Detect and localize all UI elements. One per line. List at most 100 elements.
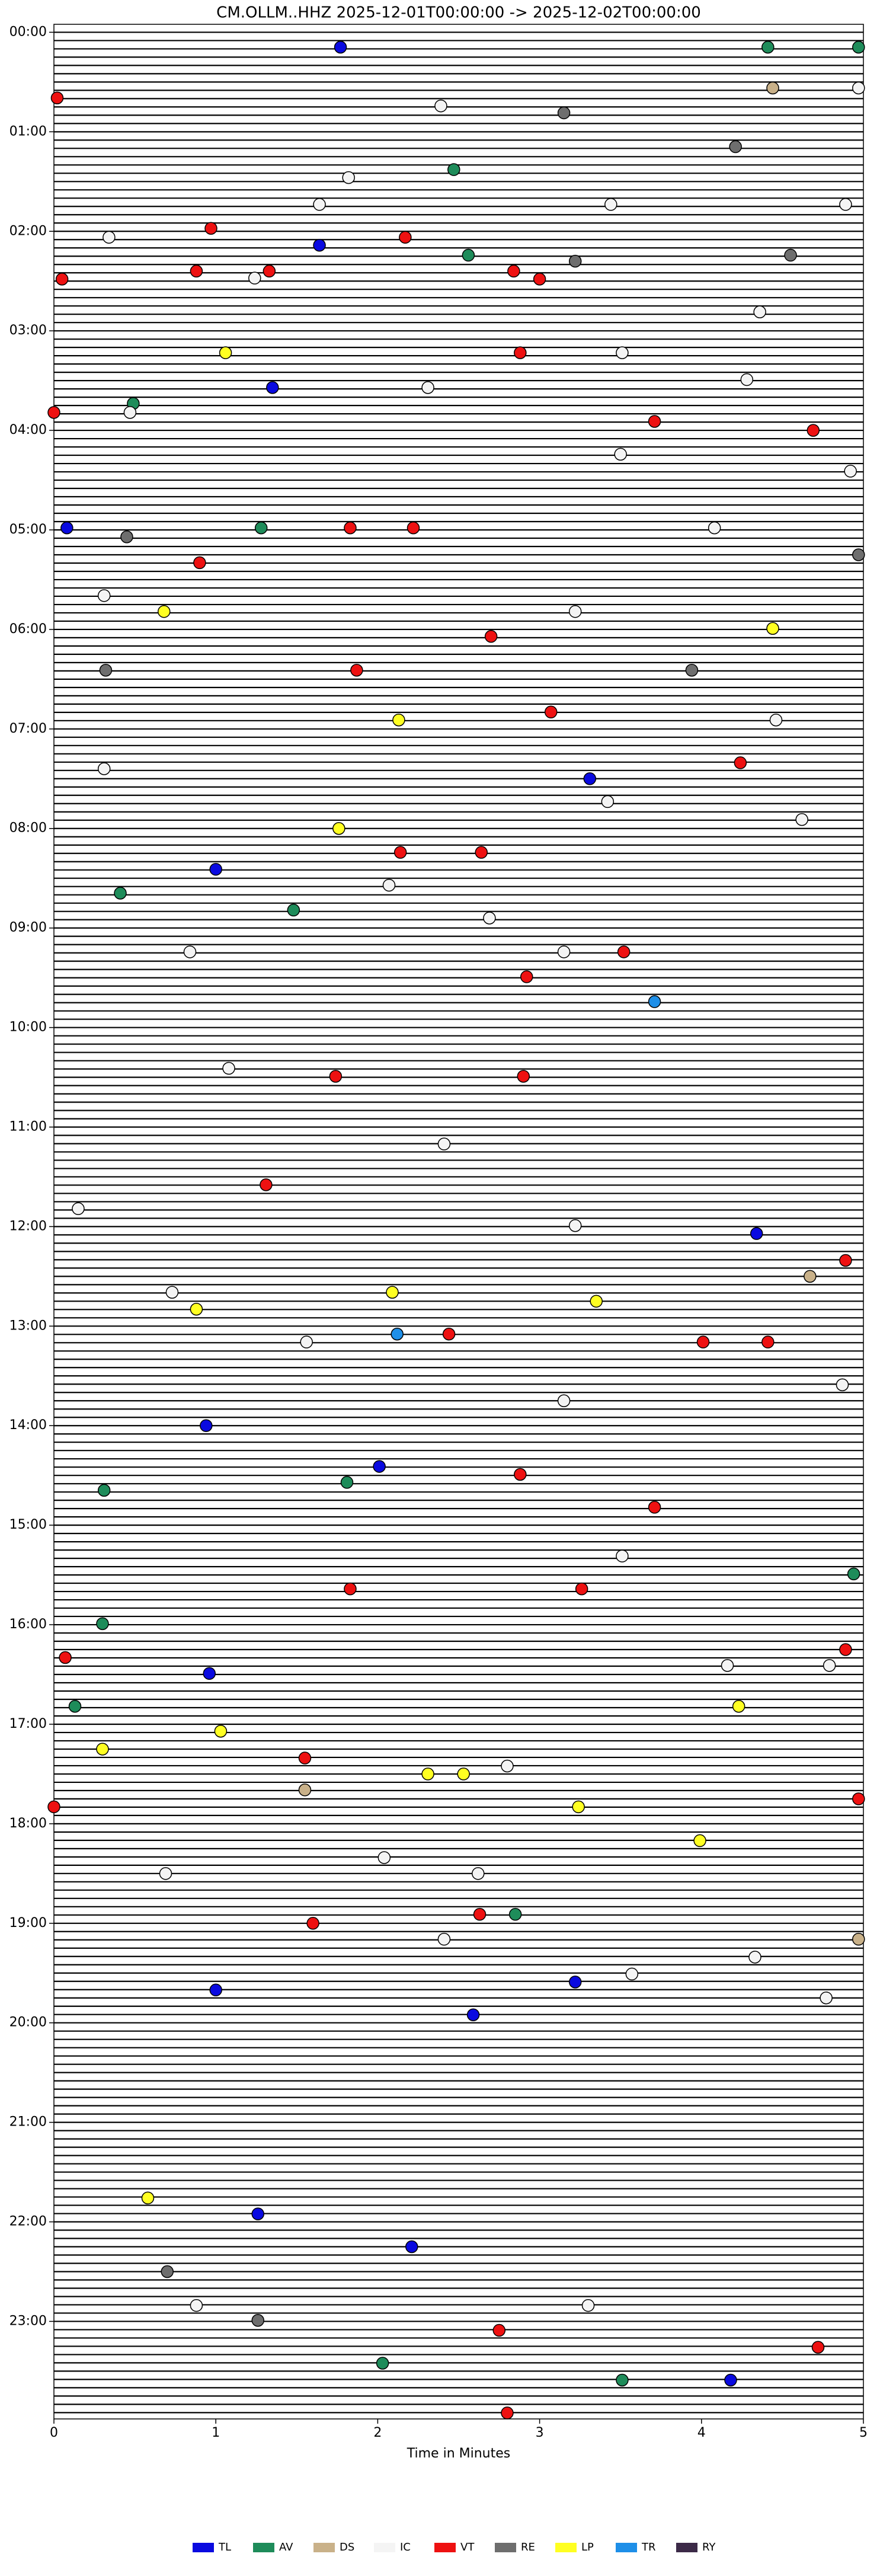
legend-swatch — [616, 2543, 637, 2552]
event-marker — [769, 713, 783, 727]
event-marker — [437, 1932, 451, 1946]
event-marker — [298, 1752, 312, 1765]
event-marker — [99, 664, 113, 677]
event-marker — [344, 1582, 357, 1596]
event-marker — [219, 346, 232, 359]
event-marker — [839, 1643, 852, 1656]
event-marker — [732, 1699, 745, 1713]
event-marker — [391, 1327, 404, 1341]
legend-label: TR — [641, 2541, 656, 2553]
legend-label: AV — [279, 2541, 293, 2553]
event-marker — [616, 1549, 629, 1562]
event-marker — [568, 1219, 582, 1232]
event-marker — [533, 273, 546, 286]
legend-label: RE — [521, 2541, 535, 2553]
event-marker — [473, 1907, 487, 1921]
y-tick-label: 14:00 — [9, 1418, 47, 1433]
event-marker — [251, 2207, 264, 2220]
event-marker — [729, 140, 742, 154]
legend-swatch — [676, 2543, 697, 2552]
event-marker — [721, 1659, 734, 1672]
event-marker — [753, 305, 766, 319]
event-marker — [200, 1419, 213, 1432]
event-marker — [306, 1917, 319, 1930]
event-marker — [724, 2373, 737, 2387]
event-marker — [313, 198, 326, 211]
event-marker — [260, 1178, 273, 1191]
x-axis-label: Time in Minutes — [407, 2446, 511, 2461]
y-tick-label: 09:00 — [9, 921, 47, 935]
event-marker — [447, 163, 460, 176]
event-marker — [222, 1062, 235, 1075]
event-marker — [344, 521, 357, 535]
event-marker — [852, 81, 865, 95]
event-marker — [47, 1800, 60, 1814]
event-marker — [72, 1202, 85, 1215]
event-marker — [616, 346, 629, 359]
y-tick-label: 01:00 — [9, 124, 47, 139]
event-marker — [617, 945, 631, 958]
event-marker — [462, 248, 475, 262]
event-marker — [708, 521, 721, 535]
event-marker — [248, 271, 261, 285]
legend: TL AV DS IC VT RE LP TR RY — [193, 2541, 716, 2553]
event-marker — [393, 846, 407, 859]
legend-swatch — [374, 2543, 395, 2552]
event-marker — [47, 406, 60, 419]
event-marker — [254, 521, 268, 535]
y-tick-label: 22:00 — [9, 2214, 47, 2229]
x-tick-label: 4 — [697, 2425, 706, 2440]
event-marker — [804, 1270, 817, 1283]
event-marker — [190, 1303, 203, 1316]
y-tick-label: 16:00 — [9, 1617, 47, 1632]
event-marker — [748, 1951, 761, 1964]
event-marker — [386, 1286, 399, 1299]
event-marker — [437, 1137, 451, 1150]
event-marker — [183, 945, 197, 958]
event-marker — [557, 1394, 571, 1407]
x-tick-label: 5 — [859, 2425, 868, 2440]
event-marker — [501, 1759, 514, 1773]
y-tick-label: 03:00 — [9, 323, 47, 338]
event-marker — [332, 822, 345, 835]
event-marker — [761, 40, 775, 54]
chart-title: CM.OLLM..HHZ 2025-12-01T00:00:00 -> 2025… — [216, 4, 701, 22]
event-marker — [421, 1768, 434, 1781]
event-marker — [472, 1867, 485, 1880]
event-marker — [604, 198, 617, 211]
y-tick-label: 12:00 — [9, 1219, 47, 1233]
event-marker — [766, 622, 779, 635]
legend-label: LP — [581, 2541, 594, 2553]
event-marker — [141, 2191, 155, 2204]
x-tick-label: 0 — [50, 2425, 58, 2440]
y-tick-label: 13:00 — [9, 1318, 47, 1333]
event-marker — [581, 2299, 595, 2312]
event-marker — [820, 1991, 833, 2005]
event-markers — [47, 40, 865, 2420]
legend-swatch — [193, 2543, 214, 2552]
event-marker — [572, 1800, 585, 1814]
event-marker — [103, 231, 116, 244]
event-marker — [750, 1227, 763, 1240]
event-marker — [159, 1867, 172, 1880]
y-tick-label: 05:00 — [9, 522, 47, 537]
event-marker — [514, 346, 527, 359]
event-marker — [97, 762, 111, 775]
event-marker — [204, 222, 217, 235]
y-tick-label: 15:00 — [9, 1517, 47, 1532]
event-marker — [350, 664, 363, 677]
event-marker — [852, 40, 865, 54]
event-marker — [97, 1484, 111, 1497]
event-marker — [434, 99, 447, 113]
event-marker — [442, 1327, 456, 1341]
event-marker — [852, 1932, 865, 1946]
legend-swatch — [253, 2543, 274, 2552]
event-marker — [342, 171, 355, 184]
y-tick-label: 18:00 — [9, 1816, 47, 1831]
event-marker — [457, 1768, 470, 1781]
y-tick-label: 07:00 — [9, 721, 47, 736]
legend-swatch — [434, 2543, 456, 2552]
event-marker — [60, 521, 73, 535]
event-marker — [761, 1335, 775, 1348]
